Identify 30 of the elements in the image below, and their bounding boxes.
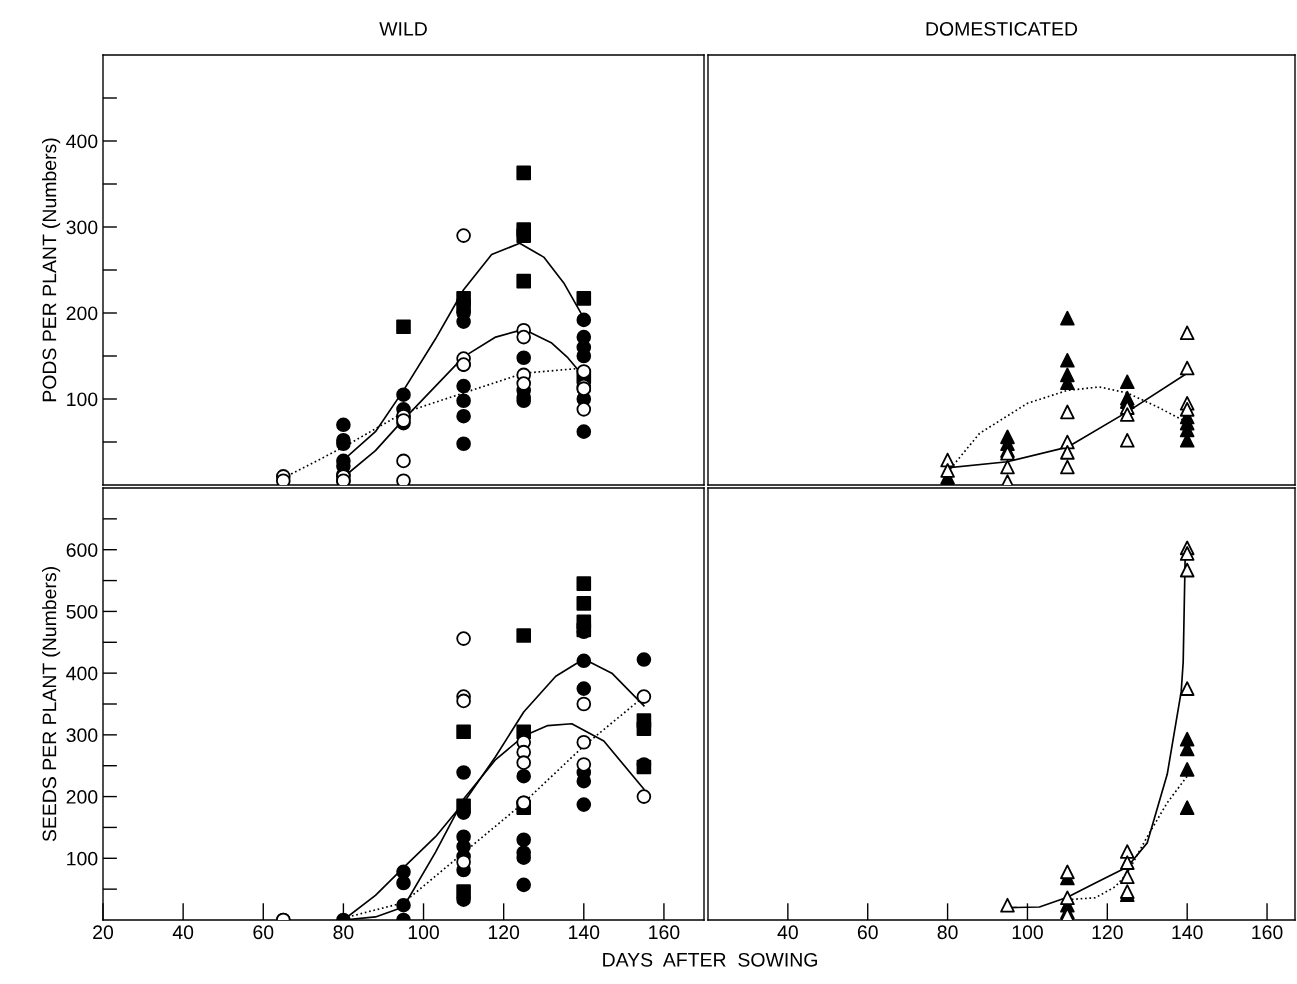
x-tick-label: 100 xyxy=(408,925,439,940)
x-axis-title: DAYS AFTER SOWING xyxy=(603,952,817,967)
chart-title: WILD xyxy=(379,22,427,36)
x-tick-label: 100 xyxy=(1012,925,1043,940)
chart-title: DOMESTICATED xyxy=(926,21,1078,36)
y-tick-label: 100 xyxy=(67,392,98,407)
x-tick-label: 120 xyxy=(488,925,520,940)
x-tick-label: 140 xyxy=(569,925,600,940)
x-tick-label: 160 xyxy=(1252,925,1283,940)
y-tick-label: 400 xyxy=(66,666,98,681)
y-axis-title: PODS PER PLANT (Numbers) xyxy=(42,138,61,402)
y-tick-label: 500 xyxy=(66,604,98,619)
y-axis-title: SEEDS PER PLANT (Numbers) xyxy=(42,567,61,842)
y-tick-label: 600 xyxy=(66,543,98,557)
y-tick-label: 300 xyxy=(66,220,98,235)
y-tick-label: 200 xyxy=(66,306,98,321)
x-tick-label: 60 xyxy=(857,925,878,940)
y-tick-label: 300 xyxy=(66,728,98,743)
x-tick-label: 40 xyxy=(172,925,194,940)
x-tick-label: 140 xyxy=(1172,925,1203,940)
x-tick-label: 80 xyxy=(333,925,354,940)
x-tick-label: 120 xyxy=(1092,925,1123,940)
y-tick-label: 400 xyxy=(66,134,98,149)
y-tick-label: 100 xyxy=(67,851,98,866)
x-tick-label: 40 xyxy=(777,925,798,940)
y-tick-label: 200 xyxy=(66,790,98,804)
x-tick-label: 20 xyxy=(93,925,114,940)
x-tick-label: 80 xyxy=(937,925,958,940)
x-tick-label: 160 xyxy=(649,925,680,940)
x-tick-label: 60 xyxy=(253,925,274,940)
